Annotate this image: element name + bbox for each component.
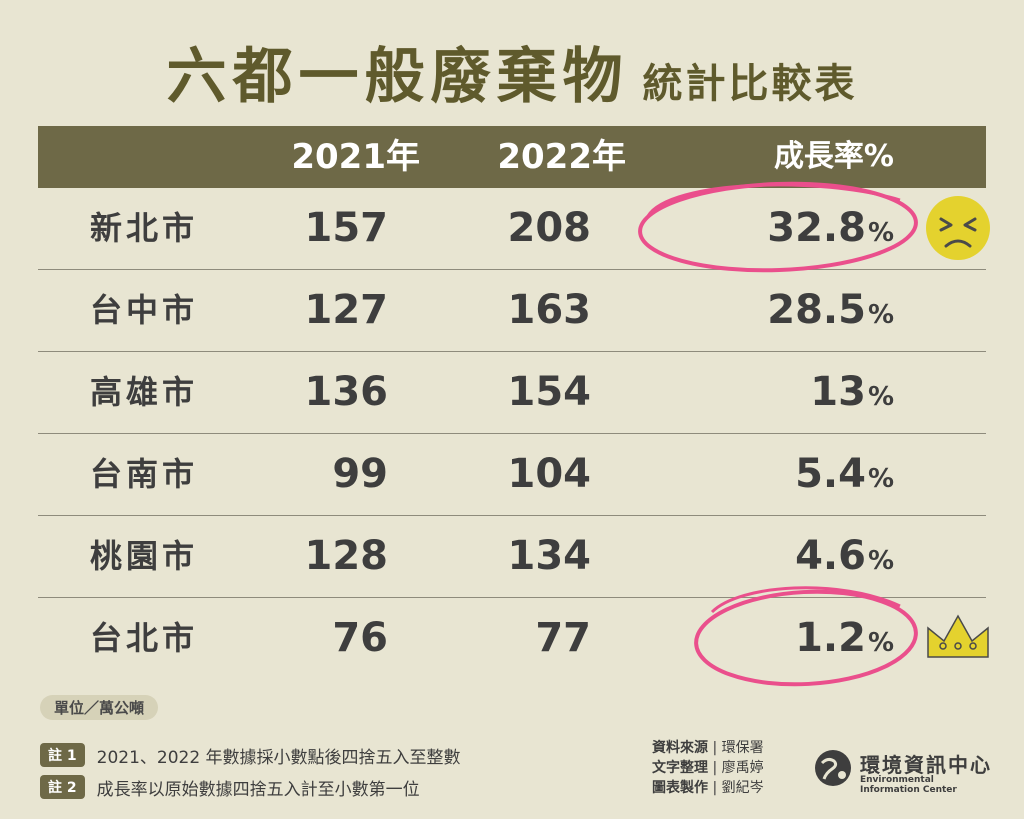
credit-source: 資料來源 | 環保署	[652, 740, 764, 756]
unit-label: 單位／萬公噸	[40, 695, 159, 720]
credits: 資料來源 | 環保署 文字整理 | 廖禹婷 圖表製作 | 劉紀岑	[652, 738, 764, 798]
unhappy-face-icon	[926, 196, 990, 260]
highlight-circle-bottom-tail	[710, 586, 901, 614]
table-row: 台南市 99 104 5.4%	[38, 434, 986, 516]
value-2022: 154	[507, 369, 592, 415]
title-main: 六都一般廢棄物	[166, 42, 629, 112]
credit-chart: 圖表製作 | 劉紀岑	[652, 780, 764, 796]
city-name: 台南市	[90, 455, 199, 493]
percent-sign: %	[867, 546, 894, 576]
percent-sign: %	[867, 464, 894, 494]
city-name: 台北市	[90, 619, 199, 657]
footnote-1: 註 1 2021、2022 年數據採小數點後四捨五入至整數	[40, 739, 461, 771]
percent-sign: %	[867, 218, 894, 248]
growth-rate-value: 13	[810, 369, 866, 415]
value-2021: 157	[304, 205, 389, 251]
growth-rate: 28.5%	[654, 270, 894, 356]
eic-logo: 環境資訊中心 Environmental Information Center	[812, 747, 992, 795]
logo-name-en: Environmental Information Center	[860, 775, 957, 795]
growth-rate: 4.6%	[654, 516, 894, 602]
stats-table: 2021年 2022年 成長率% 新北市 157 208 32.8% 台中市 127 163…	[38, 126, 986, 679]
footnote-tag: 註 2	[40, 775, 85, 799]
header-growth-rate: 成長率%	[773, 139, 894, 174]
city-name: 高雄市	[90, 373, 199, 411]
table-row: 新北市 157 208 32.8%	[38, 188, 986, 270]
footnote-tag: 註 1	[40, 743, 85, 767]
title-sub: 統計比較表	[642, 61, 858, 107]
header-2021: 2021年	[291, 137, 420, 177]
growth-rate: 1.2%	[654, 598, 894, 684]
percent-sign: %	[867, 382, 894, 412]
footnote-text: 2021、2022 年數據採小數點後四捨五入至整數	[96, 747, 461, 768]
value-2022: 134	[507, 533, 592, 579]
growth-rate-value: 4.6	[795, 533, 866, 579]
value-2022: 163	[507, 287, 592, 333]
percent-sign: %	[867, 300, 894, 330]
growth-rate: 13%	[654, 352, 894, 438]
city-name: 桃園市	[90, 537, 199, 575]
crown-icon	[927, 614, 989, 658]
page-title: 六都一般廢棄物 統計比較表	[0, 28, 1024, 115]
value-2021: 99	[332, 451, 388, 497]
highlight-circle-top-tail	[646, 183, 901, 217]
value-2021: 76	[332, 615, 388, 661]
growth-rate-value: 32.8	[767, 205, 866, 251]
highlight-circle-bottom	[694, 589, 918, 687]
footnote-text: 成長率以原始數據四捨五入計至小數第一位	[96, 779, 420, 800]
logo-name-zh: 環境資訊中心	[860, 753, 992, 777]
table-header: 2021年 2022年 成長率%	[38, 126, 986, 188]
value-2022: 104	[507, 451, 592, 497]
table-row: 桃園市 128 134 4.6%	[38, 516, 986, 598]
city-name: 台中市	[90, 291, 199, 329]
footnote-2: 註 2 成長率以原始數據四捨五入計至小數第一位	[40, 771, 461, 803]
growth-rate-value: 28.5	[767, 287, 866, 333]
value-2021: 136	[304, 369, 389, 415]
city-name: 新北市	[90, 209, 199, 247]
growth-rate-value: 1.2	[795, 615, 866, 661]
value-2022: 77	[535, 615, 591, 661]
table-row: 高雄市 136 154 13%	[38, 352, 986, 434]
table-row: 台北市 76 77 1.2%	[38, 598, 986, 679]
table-body: 新北市 157 208 32.8% 台中市 127 163 28.5% 高雄市 136 154 13%…	[38, 188, 986, 679]
header-2022: 2022年	[497, 137, 626, 177]
value-2021: 128	[304, 533, 389, 579]
credit-text: 文字整理 | 廖禹婷	[652, 760, 764, 776]
growth-rate: 5.4%	[654, 434, 894, 520]
percent-sign: %	[867, 628, 894, 658]
globe-logo-icon	[815, 750, 851, 786]
table-row: 台中市 127 163 28.5%	[38, 270, 986, 352]
value-2021: 127	[304, 287, 389, 333]
growth-rate: 32.8%	[654, 188, 894, 274]
value-2022: 208	[507, 205, 592, 251]
growth-rate-value: 5.4	[795, 451, 866, 497]
footnotes: 註 1 2021、2022 年數據採小數點後四捨五入至整數 註 2 成長率以原始…	[40, 739, 461, 803]
